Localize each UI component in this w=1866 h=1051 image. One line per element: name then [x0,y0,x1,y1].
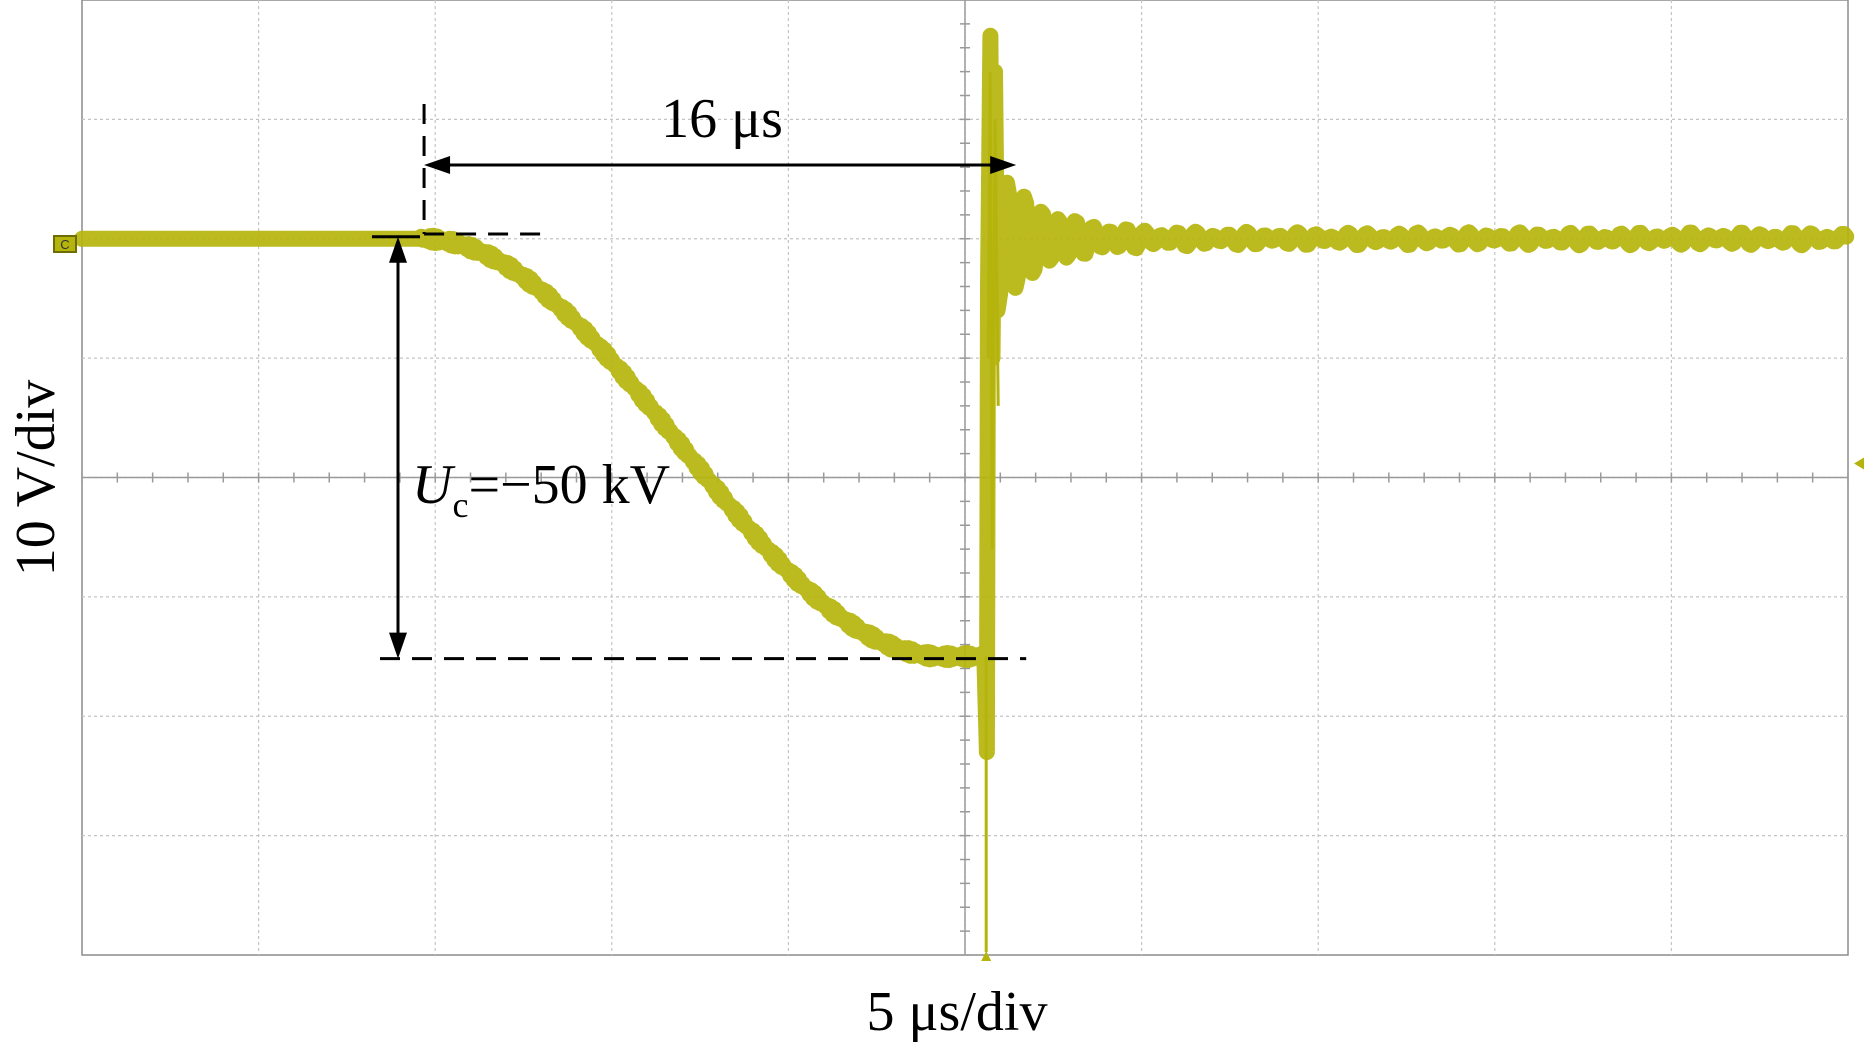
voltage-label: Uc=−50 kV [412,454,670,525]
x-axis-label: 5 μs/div [867,981,1048,1043]
interval-label: 16 μs [661,88,783,150]
annotations [372,104,1027,661]
interval-text: 16 μs [661,88,783,150]
interval-arrow-right [990,156,1017,174]
trace-spike [984,71,1000,952]
voltage-label-sub: c [452,485,468,525]
channel-marker-text: C [60,237,69,252]
voltage-label-value: =−50 kV [468,454,670,516]
trace [74,27,1864,961]
grid [81,0,1849,956]
trace-line [74,27,1855,761]
trigger-marker-x [981,951,992,961]
voltage-arrow-down [389,632,407,659]
trigger-marker-y [1854,457,1864,470]
y-axis-label: 10 V/div [5,380,67,577]
channel-marker: C [53,235,77,253]
interval-arrow-left [424,156,451,174]
voltage-label-symbol: U [412,454,456,516]
voltage-arrow-up [389,236,407,263]
